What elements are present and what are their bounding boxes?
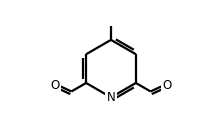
Text: N: N [107,91,115,104]
Text: O: O [50,79,60,92]
Text: O: O [162,79,172,92]
